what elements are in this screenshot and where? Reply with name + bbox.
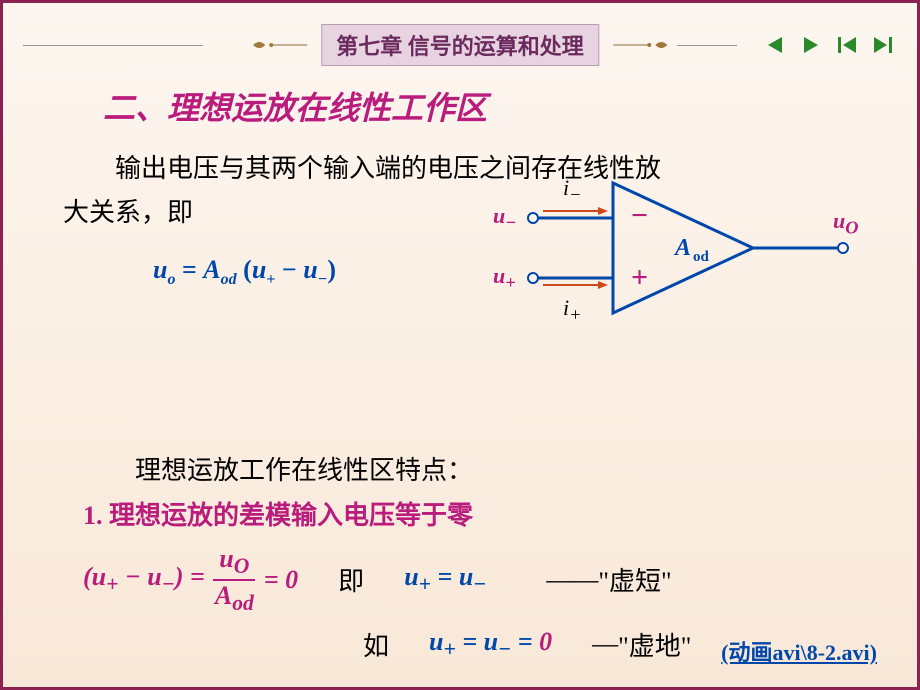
slide: 第七章 信号的运算和处理 二、理想运放在线性工作区 输出电: [0, 0, 920, 690]
e1: =: [184, 562, 205, 591]
ji-label: 即: [338, 561, 364, 598]
opamp-svg: − + A od: [483, 163, 863, 343]
e22: =: [511, 627, 539, 656]
nav-last-button[interactable]: [869, 33, 897, 57]
skip-last-icon: [872, 35, 894, 55]
frac-num: uO: [213, 544, 255, 581]
op-rparen: ): [327, 255, 336, 284]
main-formula: uo = Aod (u+ − u−): [153, 255, 336, 289]
var-A: A: [203, 255, 220, 284]
sm: −: [162, 572, 175, 596]
sm2: −: [498, 637, 511, 661]
svg-text:−: −: [631, 199, 648, 232]
var-u2: u: [252, 255, 266, 284]
eq1-label: "虚短": [598, 561, 671, 598]
eq2-label: "虚地": [618, 626, 691, 663]
feature-1: 1. 理想运放的差模输入电压等于零: [83, 495, 887, 532]
label-u-plus: u+: [493, 263, 516, 293]
opamp-diagram: − + A od u− u+ i− i+ uO: [483, 163, 863, 343]
eq1-result: u+ = u−: [404, 562, 486, 597]
var-u: u: [153, 255, 167, 284]
e2: =: [264, 565, 285, 594]
frac-den: Aod: [209, 581, 260, 616]
header-center: 第七章 信号的运算和处理: [249, 24, 671, 66]
equation-row-1: (u+ − u−) = uO Aod = 0 即 u+ = u− —— "虚短": [83, 544, 887, 616]
sp2: +: [443, 637, 455, 661]
svg-text:od: od: [693, 249, 710, 265]
svg-text:A: A: [673, 235, 691, 261]
sub-minus: −: [318, 272, 328, 289]
eq1-right: = 0: [264, 565, 298, 595]
nav-prev-button[interactable]: [761, 33, 789, 57]
sub-o: o: [167, 272, 175, 289]
header-bar: 第七章 信号的运算和处理: [3, 27, 917, 63]
op-minus: −: [282, 255, 303, 284]
rm: −: [473, 572, 486, 596]
dod: od: [232, 591, 254, 615]
ru1: u: [404, 562, 418, 591]
nu: u: [219, 544, 233, 573]
e21: =: [456, 627, 484, 656]
eq2-dash: —: [592, 629, 618, 659]
ru2: u: [459, 562, 473, 591]
nav-next-button[interactable]: [797, 33, 825, 57]
nav-first-button[interactable]: [833, 33, 861, 57]
rp1: +: [419, 572, 431, 596]
var-u3: u: [303, 255, 317, 284]
op-eq: =: [182, 255, 203, 284]
triangle-left-icon: [764, 35, 786, 55]
sub-plus: +: [266, 272, 275, 289]
z: 0: [285, 565, 298, 594]
label-i-plus: i+: [563, 295, 582, 325]
u2: u: [147, 562, 161, 591]
sp: +: [106, 572, 118, 596]
sub-od: od: [221, 272, 237, 289]
m: −: [118, 562, 147, 591]
nav-buttons: [761, 33, 897, 57]
label-u-minus: u−: [493, 203, 516, 233]
ornament-left-icon: [249, 35, 309, 55]
eq2-body: u+ = u− = 0: [429, 627, 552, 662]
eq1-fraction: uO Aod: [209, 544, 260, 616]
label-u-o: uO: [833, 208, 859, 238]
u1: u: [92, 562, 106, 591]
u21: u: [429, 627, 443, 656]
features-intro: 理想运放工作在线性区特点：: [83, 450, 887, 487]
ornament-right-icon: [611, 35, 671, 55]
re: =: [431, 562, 459, 591]
nO: O: [234, 554, 250, 578]
label-i-minus: i−: [563, 175, 582, 205]
svg-text:+: +: [631, 261, 648, 294]
eq1-dash: ——: [546, 565, 598, 595]
features: 理想运放工作在线性区特点： 1. 理想运放的差模输入电压等于零 (u+ − u−…: [53, 450, 887, 663]
op-lparen: (: [243, 255, 252, 284]
section-title: 二、理想运放在线性工作区: [103, 83, 887, 129]
rp: ): [175, 562, 184, 591]
u22: u: [484, 627, 498, 656]
ru-label: 如: [363, 626, 389, 663]
lp: (: [83, 562, 92, 591]
dA: A: [215, 581, 232, 610]
triangle-right-icon: [800, 35, 822, 55]
eq1-left: (u+ − u−) =: [83, 562, 205, 597]
skip-first-icon: [836, 35, 858, 55]
animation-link[interactable]: (动画avi\8-2.avi): [721, 635, 877, 667]
chapter-title: 第七章 信号的运算和处理: [321, 24, 599, 66]
z2: 0: [539, 627, 552, 656]
